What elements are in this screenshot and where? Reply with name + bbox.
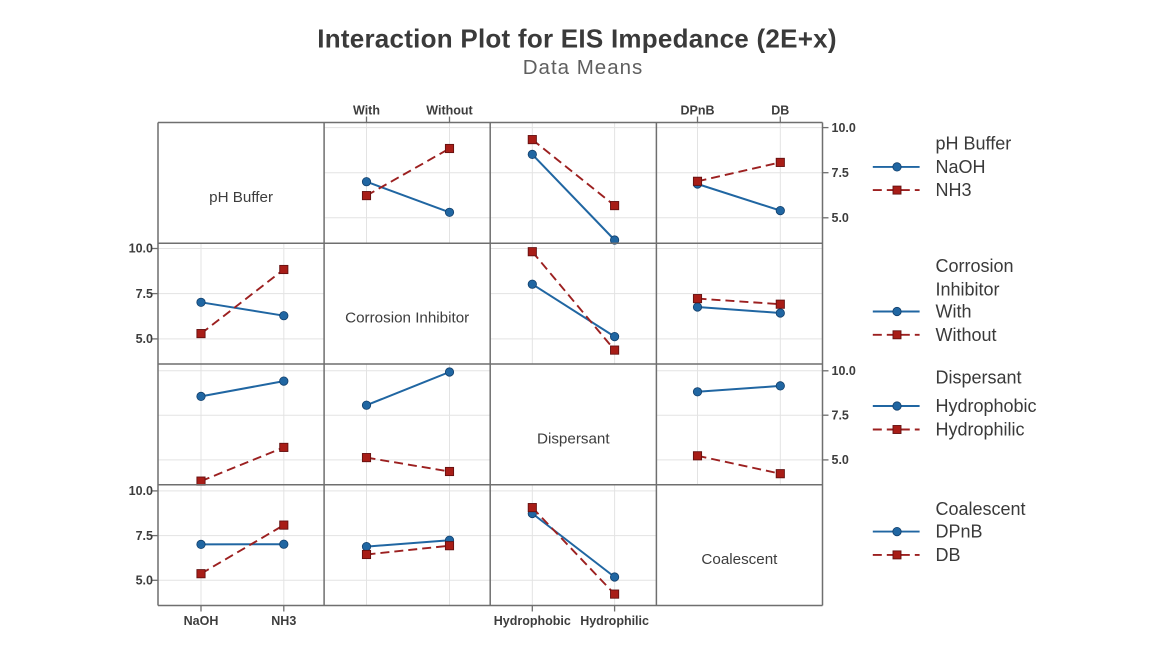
svg-text:Data Means: Data Means	[523, 56, 644, 79]
svg-text:Without: Without	[426, 104, 473, 118]
svg-text:5.0: 5.0	[832, 211, 849, 225]
svg-text:Interaction Plot for EIS Imped: Interaction Plot for EIS Impedance (2E+x…	[317, 24, 837, 54]
svg-text:5.0: 5.0	[832, 453, 849, 467]
svg-text:DB: DB	[771, 104, 789, 118]
svg-text:10.0: 10.0	[832, 364, 856, 378]
svg-text:5.0: 5.0	[136, 574, 153, 588]
svg-text:NaOH: NaOH	[184, 614, 219, 628]
svg-text:Coalescent: Coalescent	[936, 499, 1026, 519]
svg-text:Corrosion: Corrosion	[936, 256, 1014, 276]
svg-text:Hydrophobic: Hydrophobic	[936, 396, 1037, 416]
svg-text:pH Buffer: pH Buffer	[209, 189, 273, 206]
svg-text:Dispersant: Dispersant	[537, 430, 610, 447]
svg-text:Inhibitor: Inhibitor	[936, 279, 1000, 299]
svg-text:NH3: NH3	[936, 180, 972, 200]
svg-text:7.5: 7.5	[832, 166, 849, 180]
svg-text:Hydrophobic: Hydrophobic	[494, 614, 571, 628]
svg-text:10.0: 10.0	[832, 121, 856, 135]
svg-text:Corrosion Inhibitor: Corrosion Inhibitor	[345, 310, 469, 327]
svg-text:DB: DB	[936, 545, 961, 565]
svg-text:5.0: 5.0	[136, 332, 153, 346]
svg-text:NH3: NH3	[271, 614, 296, 628]
svg-text:NaOH: NaOH	[936, 157, 986, 177]
svg-text:DPnB: DPnB	[936, 522, 983, 542]
svg-text:Without: Without	[936, 325, 997, 345]
svg-text:Hydrophilic: Hydrophilic	[580, 614, 649, 628]
svg-text:10.0: 10.0	[129, 484, 153, 498]
svg-text:10.0: 10.0	[129, 242, 153, 256]
svg-text:With: With	[936, 302, 972, 322]
svg-text:DPnB: DPnB	[680, 104, 714, 118]
svg-text:pH Buffer: pH Buffer	[936, 134, 1012, 154]
svg-text:With: With	[353, 104, 380, 118]
svg-text:Dispersant: Dispersant	[936, 368, 1022, 388]
svg-text:7.5: 7.5	[136, 287, 153, 301]
svg-text:7.5: 7.5	[832, 408, 849, 422]
svg-text:7.5: 7.5	[136, 529, 153, 543]
svg-text:Coalescent: Coalescent	[701, 551, 778, 568]
svg-text:Hydrophilic: Hydrophilic	[936, 420, 1025, 440]
